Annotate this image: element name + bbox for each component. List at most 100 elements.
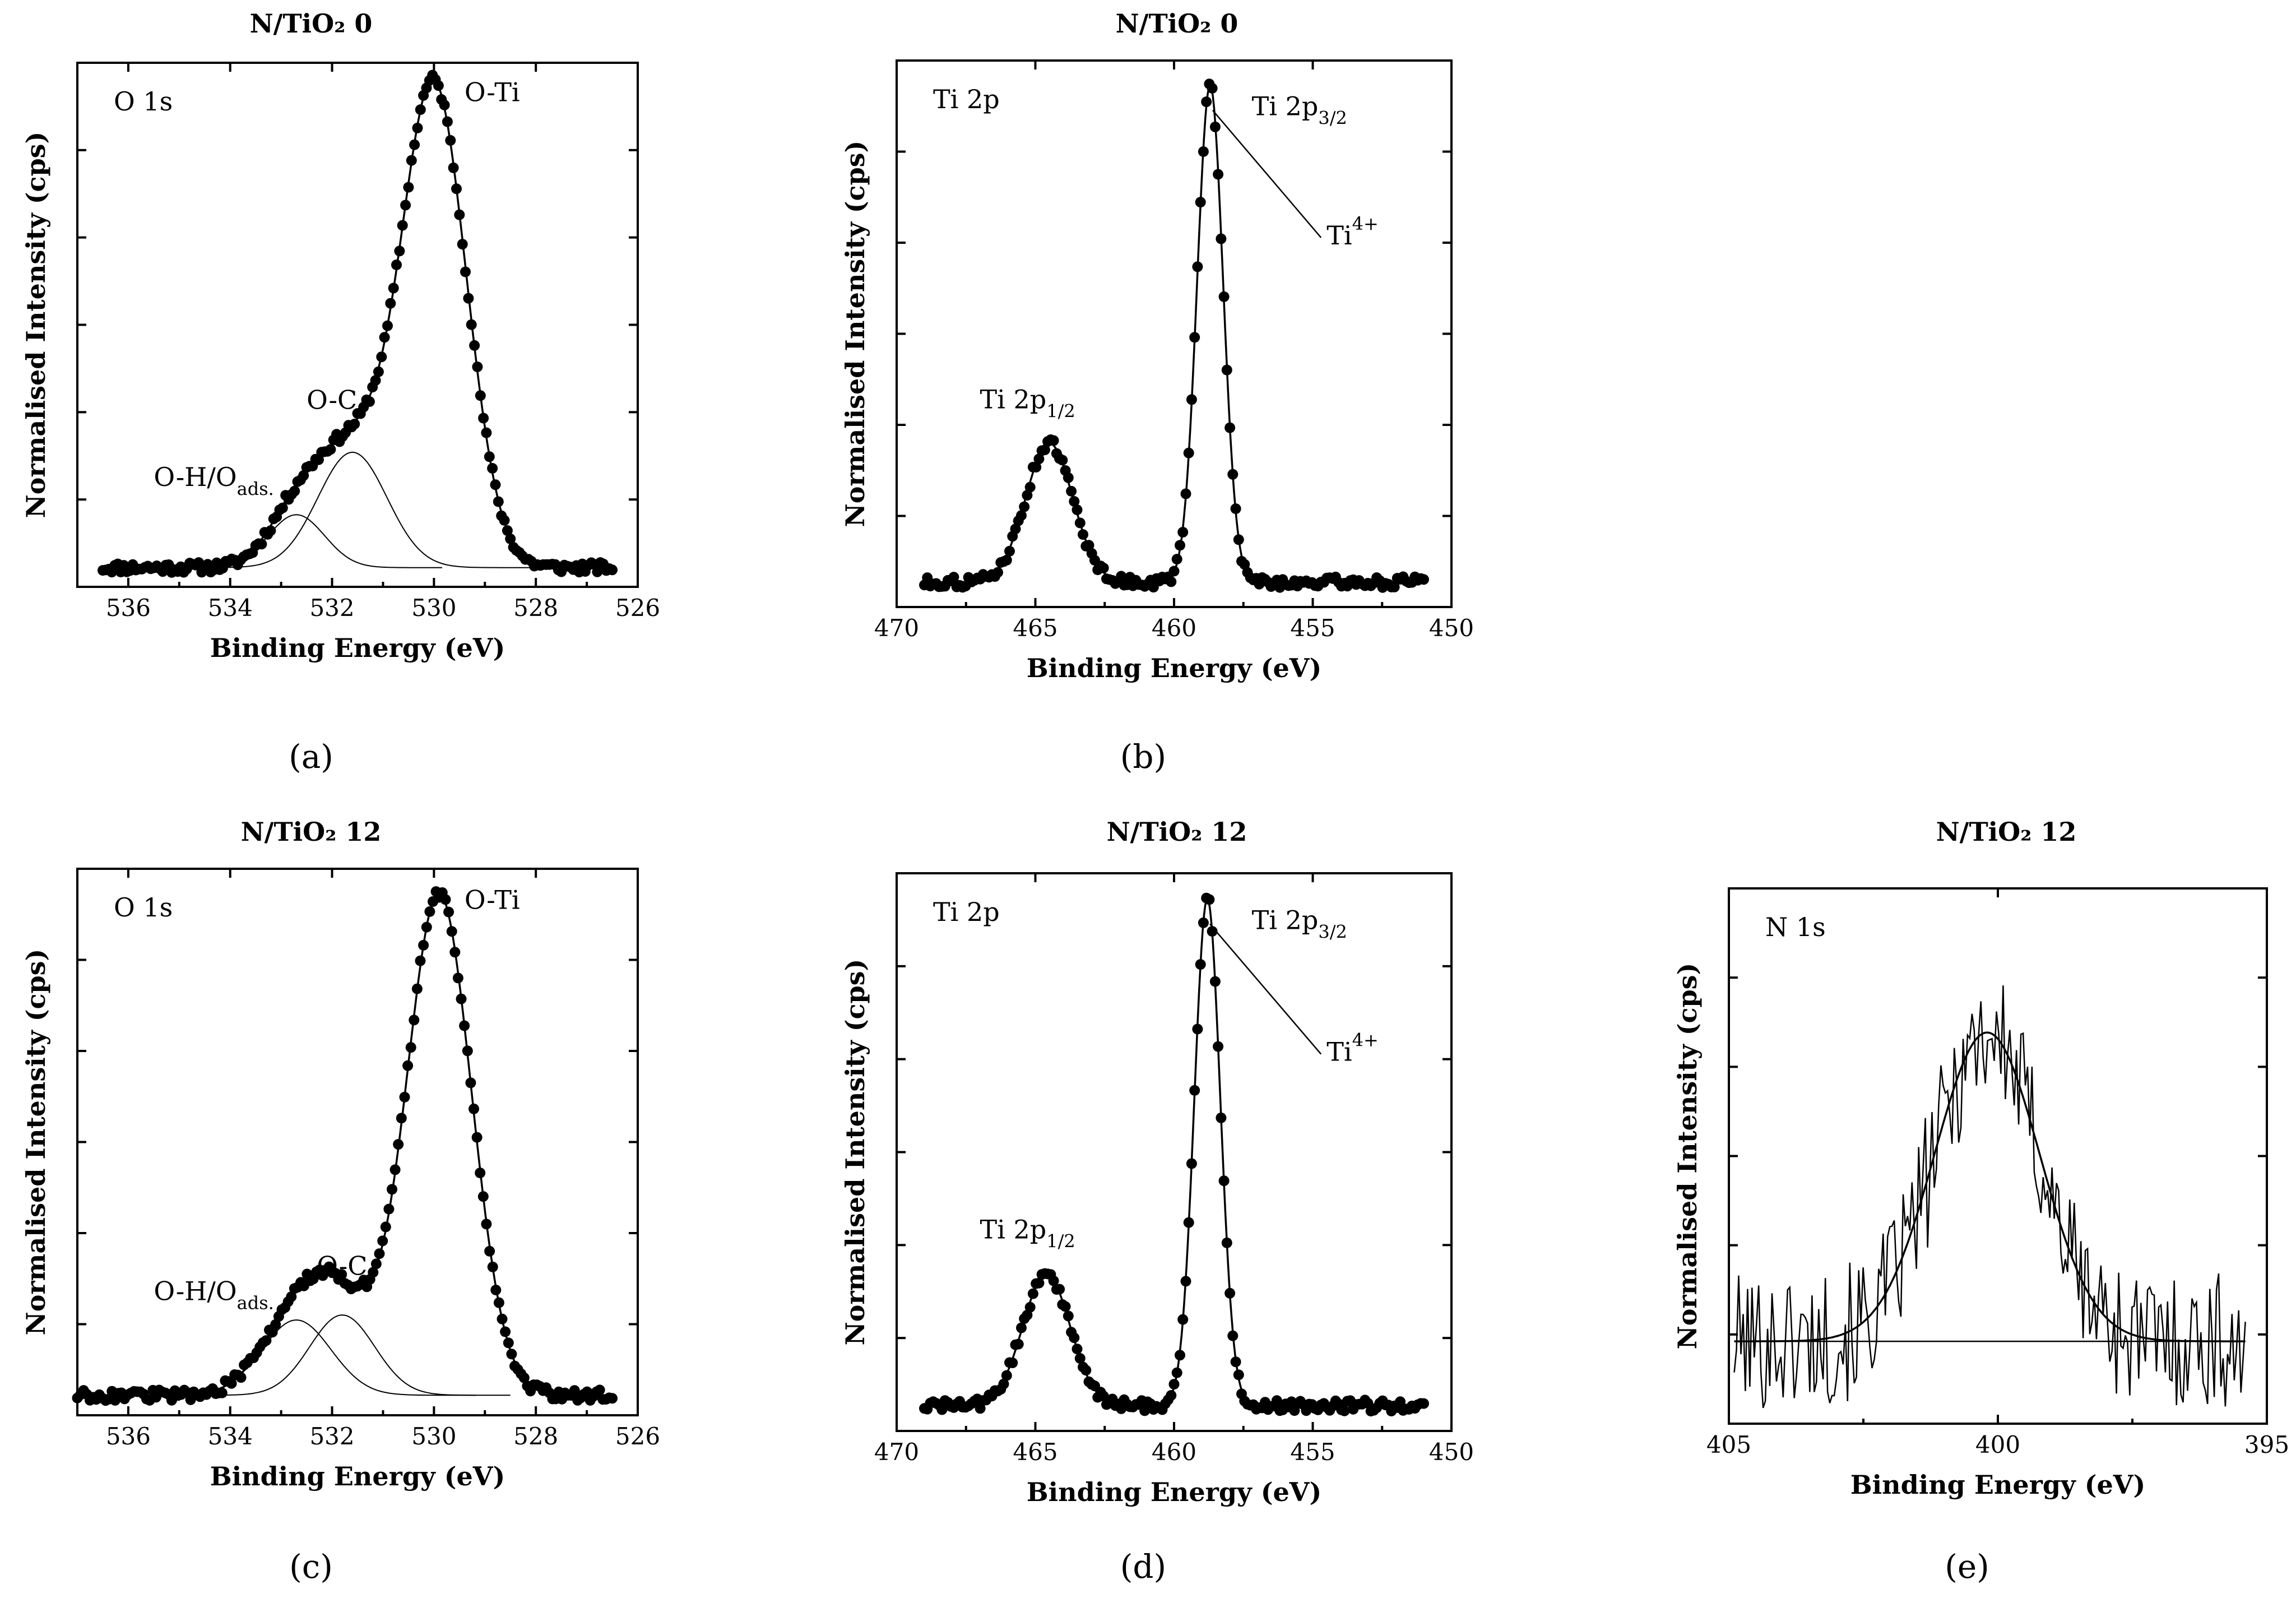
data-point [1418, 1398, 1429, 1409]
x-tick-label: 530 [411, 1423, 456, 1450]
data-point [569, 1385, 580, 1396]
x-tick-label: 460 [1152, 1438, 1196, 1466]
x-tick-label: 534 [208, 594, 253, 622]
data-point [1039, 444, 1050, 456]
x-tick-label: 532 [309, 594, 354, 622]
plot-frame [896, 59, 1453, 608]
x-tick-label: 450 [1429, 614, 1474, 642]
x-axis-label: Binding Energy (eV) [210, 633, 505, 663]
x-axis-label: Binding Energy (eV) [210, 1461, 505, 1491]
chart-title: N/TiO₂ 0 [250, 8, 373, 39]
spectrum-label: O 1s [114, 892, 173, 923]
peak-annotation: O-Ti [465, 77, 520, 108]
component-curve [117, 1319, 476, 1396]
data-point [289, 485, 300, 497]
peak-annotation: Ti 2p3/2 [1252, 905, 1347, 943]
x-tick-label: 534 [208, 1423, 253, 1450]
x-tick-label: 450 [1429, 1438, 1474, 1466]
data-point [592, 566, 603, 577]
x-tick-label: 465 [1013, 1438, 1057, 1466]
spectrum-label: O 1s [114, 86, 173, 117]
data-point [349, 419, 360, 429]
annotation-leader [1212, 110, 1322, 238]
fit-envelope [77, 892, 613, 1396]
plot-frame [76, 62, 639, 588]
x-tick-label: 470 [874, 614, 919, 642]
data-point [336, 1269, 347, 1280]
data-point [1001, 554, 1012, 566]
y-axis-label: Normalised Intensity (cps) [21, 132, 51, 518]
chart-title: N/TiO₂ 0 [1116, 8, 1239, 39]
x-tick-label: 530 [411, 594, 456, 622]
data-point [594, 1384, 605, 1396]
data-point [607, 564, 618, 576]
x-axis-label: Binding Energy (eV) [1027, 1477, 1321, 1507]
fit-envelope [103, 78, 613, 569]
panel-label: (e) [1945, 1548, 1989, 1586]
x-tick-label: 532 [309, 1423, 354, 1450]
data-point [1271, 1395, 1282, 1406]
data-point [1418, 574, 1429, 585]
x-tick-label: 528 [513, 594, 558, 622]
data-point [216, 1387, 228, 1398]
raw-spectrum [1733, 985, 2246, 1409]
chart-panel-d: N/TiO₂ 12 470 465 460 455 450 Binding Energy (… [840, 817, 1474, 1586]
data-point [948, 572, 959, 583]
spectrum-label: N 1s [1765, 912, 1826, 942]
fit-envelope [924, 83, 1424, 583]
x-tick-label: 395 [2244, 1431, 2289, 1458]
panel-label: (b) [1120, 738, 1166, 776]
component-curve [924, 1273, 1169, 1406]
data-point [265, 525, 276, 536]
peak-annotation: Ti 2p1/2 [980, 1214, 1075, 1252]
peak-annotation: Ti 2p1/2 [980, 384, 1075, 421]
data-point [936, 1404, 948, 1415]
spectrum-label: Ti 2p [933, 897, 1000, 927]
component-curve [173, 451, 532, 568]
spectrum-label: Ti 2p [933, 84, 1000, 114]
panel-label: (c) [289, 1548, 333, 1586]
panel-label: (d) [1120, 1548, 1166, 1586]
x-tick-label: 465 [1013, 614, 1057, 642]
y-axis-label: Normalised Intensity (cps) [840, 959, 870, 1346]
plot-frame [76, 868, 639, 1416]
peak-annotation: O-H/Oads. [154, 1276, 273, 1313]
chart-title: N/TiO₂ 12 [241, 817, 382, 847]
chart-panel-a: N/TiO₂ 0 536 534 532 530 528 526 Binding Energy… [21, 8, 660, 776]
y-axis-label: Normalised Intensity (cps) [1672, 963, 1703, 1350]
x-tick-label: 405 [1706, 1431, 1751, 1458]
fit-envelope [1734, 1031, 2246, 1342]
x-tick-label: 460 [1152, 614, 1196, 642]
chart-title: N/TiO₂ 12 [1107, 817, 1247, 847]
x-tick-label: 455 [1290, 1438, 1335, 1466]
y-axis-label: Normalised Intensity (cps) [21, 949, 51, 1336]
component-curve [927, 442, 1171, 583]
chart-panel-c: N/TiO₂ 12 536 534 532 530 528 526 Binding Energ… [21, 817, 660, 1586]
x-axis-label: Binding Energy (eV) [1850, 1470, 2145, 1500]
x-tick-label: 470 [874, 1438, 919, 1466]
fit-envelope [924, 897, 1424, 1407]
plot-frame [896, 872, 1453, 1432]
peak-annotation: Ti4+ [1326, 1030, 1379, 1067]
data-point [1339, 1405, 1350, 1416]
peak-annotation: O-Ti [465, 885, 520, 915]
peak-annotation: Ti 2p3/2 [1252, 91, 1347, 129]
x-tick-label: 536 [106, 1423, 151, 1450]
annotation-leader [1209, 923, 1322, 1055]
peak-annotation: O-C [307, 385, 357, 415]
x-axis-label: Binding Energy (eV) [1027, 653, 1321, 683]
chart-title: N/TiO₂ 12 [1936, 817, 2077, 847]
data-point [1171, 554, 1182, 565]
peak-annotation: O-C [317, 1251, 367, 1281]
chart-panel-b: N/TiO₂ 0 470 465 460 455 450 Binding Energy (e… [840, 8, 1474, 776]
chart-panel-e: N/TiO₂ 12 405 400 395 Binding Energy (eV) Nor… [1672, 817, 2289, 1586]
x-tick-label: 400 [1975, 1431, 2020, 1458]
data-point [1116, 571, 1127, 582]
peak-annotation: Ti4+ [1326, 213, 1379, 251]
y-axis-label: Normalised Intensity (cps) [840, 141, 870, 527]
data-point [992, 567, 1003, 578]
x-tick-label: 526 [615, 1423, 660, 1450]
data-point [1395, 1396, 1406, 1407]
x-tick-label: 526 [615, 594, 660, 622]
data-point [1389, 581, 1400, 592]
